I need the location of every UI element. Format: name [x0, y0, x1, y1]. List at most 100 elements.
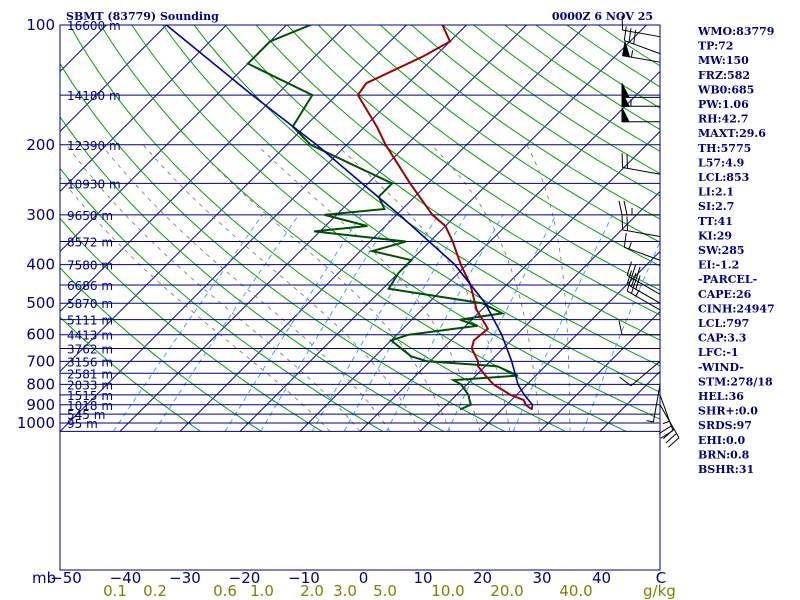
wind-barb: [621, 83, 660, 98]
height-label: 12390 m: [67, 139, 121, 153]
pressure-tick-label: 300: [26, 206, 55, 224]
moist-adiabat-line: [101, 144, 391, 432]
wind-barb: [646, 384, 661, 423]
wind-barb-half-flag: [630, 50, 634, 58]
index-entry: LFC:-1: [698, 346, 739, 359]
mixing-ratio-line: [343, 214, 467, 432]
pressure-tick-label: 100: [26, 16, 55, 34]
index-entry: SW:285: [698, 244, 745, 257]
index-entry: BRN:0.8: [698, 448, 750, 461]
height-label: 545 m: [67, 408, 105, 422]
wind-barb: [626, 261, 661, 295]
wind-barb-shaft: [622, 29, 661, 38]
mixing-ratio-line: [447, 214, 557, 432]
mixing-ratio-label: 2.0: [300, 582, 324, 600]
dry-adiabat-line: [317, 25, 660, 267]
mixing-ratio-line: [386, 214, 504, 432]
wind-barb: [623, 232, 661, 261]
pressure-tick-label: 800: [26, 375, 55, 393]
dry-adiabat-line: [566, 25, 660, 88]
wind-barb: [618, 320, 660, 336]
mixing-ratio-label: 20.0: [490, 582, 523, 600]
wind-barb-shaft: [626, 283, 661, 304]
wind-barb-flag: [635, 266, 641, 281]
wind-barb-flag: [630, 279, 637, 294]
height-label: 1515 m: [67, 389, 113, 403]
isobar-lines: [60, 24, 660, 432]
moist-adiabat-line: [335, 144, 511, 432]
height-label: 6686 m: [67, 279, 113, 293]
dry-adiabat-line: [100, 25, 627, 432]
wind-barbs: [618, 15, 680, 448]
dry-adiabat-line: [60, 116, 445, 432]
wind-barb-flag: [663, 428, 675, 440]
dry-adiabat-line: [131, 25, 660, 420]
isotherm-line: [239, 25, 647, 432]
wind-barb-flag: [633, 29, 637, 45]
parcel-profile: [165, 25, 534, 410]
pressure-tick-label: 200: [26, 136, 55, 154]
moist-adiabat-line: [66, 144, 361, 432]
temperature-tick-label: −40: [110, 569, 142, 587]
height-label: 1018 m: [67, 399, 113, 413]
pressure-tick-label: 500: [26, 294, 55, 312]
mixing-ratio-label: 1.0: [250, 582, 274, 600]
temperature-tick-label: 40: [592, 569, 611, 587]
wind-barb-flag: [635, 275, 641, 290]
wind-barb-shaft: [626, 274, 661, 295]
index-entry: -PARCEL-: [698, 273, 757, 286]
index-entry: WMO:83779: [697, 25, 774, 38]
wind-barb-flag: [630, 272, 637, 287]
index-entry: STM:278/18: [698, 375, 773, 388]
wind-barb-flag: [618, 200, 623, 215]
wind-barb-pennant: [621, 107, 630, 123]
wind-barb-shaft: [659, 404, 680, 438]
wind-barb-flag: [621, 15, 624, 31]
wind-barb-shaft: [624, 40, 661, 55]
temperature-profile: [356, 25, 533, 411]
isotherm-line: [419, 190, 660, 432]
dry-adiabat-line: [380, 25, 660, 220]
mixing-ratio-line: [153, 214, 300, 432]
height-label: 3762 m: [67, 343, 113, 357]
wind-barb: [621, 153, 661, 175]
wind-barb: [626, 277, 661, 311]
temperature-tick-label: −10: [288, 569, 320, 587]
wind-barb-flag: [626, 261, 632, 276]
wind-barb-half-flag: [646, 420, 654, 423]
temperature-tick-label: 0: [359, 569, 369, 587]
isotherm-line: [119, 25, 527, 432]
height-labels: 16600 m 14180 m 12390 m 10930 m 9650 m 8572 m…: [67, 19, 121, 431]
dry-adiabat-line: [60, 217, 323, 432]
wind-barb: [618, 200, 660, 216]
mixing-ratio-label: 10.0: [431, 582, 464, 600]
mixing-ratio-unit: g/kg: [643, 582, 676, 600]
mixing-ratio-line: [512, 214, 613, 432]
wind-barb-flag: [619, 376, 632, 387]
isotherm-line: [60, 25, 407, 373]
mixing-ratio-labels: 0.1 0.2 0.6 1.0 2.0 3.0 5.0 10.0 20.0 40.0: [103, 582, 593, 600]
dry-adiabat-line: [349, 25, 660, 243]
wind-barb-shaft: [622, 229, 661, 238]
index-entry: CAPE:26: [698, 288, 752, 301]
dry-adiabat-line: [535, 25, 660, 109]
mixing-ratio-label: 0.1: [103, 582, 127, 600]
mixing-ratio-label: 0.2: [143, 582, 167, 600]
index-entry: LI:2.1: [698, 186, 734, 199]
dewpoint-profile: [246, 25, 519, 411]
isotherm-line: [60, 25, 167, 133]
height-label: 14180 m: [67, 89, 121, 103]
dry-adiabat-line: [193, 25, 660, 367]
wind-barb-flag: [668, 437, 680, 448]
index-entry: SHR+:0.0: [698, 405, 758, 418]
temperature-tick-label: 20: [473, 569, 492, 587]
wind-barb-flag: [626, 270, 632, 285]
height-label: 5870 m: [67, 297, 113, 311]
height-label: 4413 m: [67, 329, 113, 343]
wind-barb-flag: [623, 200, 628, 215]
index-entry: HEL:36: [698, 390, 744, 403]
wind-barb-flag: [621, 215, 624, 230]
temperature-tick-labels: −50 −40 −30 −20 −10 0 10 20 30 40 C: [50, 569, 666, 587]
pressure-tick-label: 700: [26, 352, 55, 370]
mixing-ratio-label: 3.0: [333, 582, 357, 600]
